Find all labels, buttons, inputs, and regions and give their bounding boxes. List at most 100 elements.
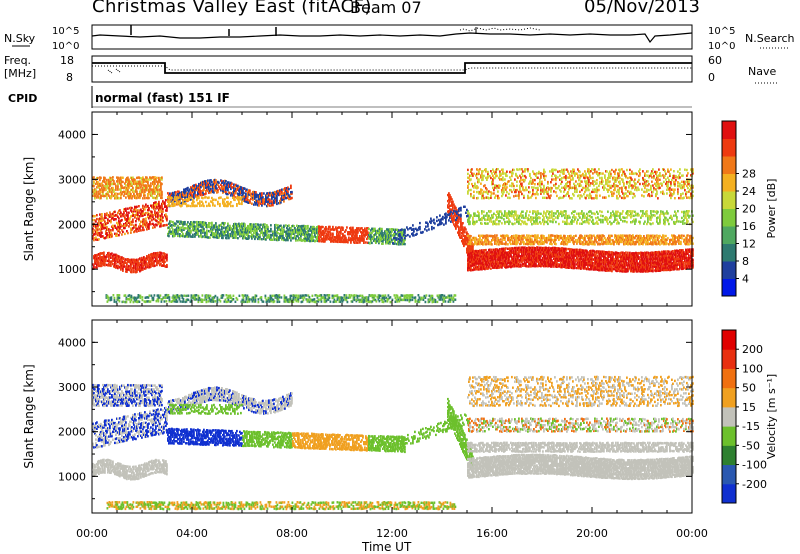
heatmap-cell bbox=[202, 180, 204, 184]
heatmap-cell bbox=[282, 198, 284, 201]
heatmap-cell bbox=[197, 187, 199, 190]
heatmap-cell bbox=[139, 195, 141, 198]
heatmap-cell bbox=[95, 189, 97, 192]
heatmap-cell bbox=[100, 225, 102, 228]
heatmap-cell bbox=[212, 189, 214, 192]
heatmap-cell bbox=[237, 223, 239, 226]
heatmap-cell bbox=[112, 227, 114, 230]
heatmap-cell bbox=[121, 186, 123, 189]
heatmap-cell bbox=[227, 192, 229, 196]
heatmap-cell bbox=[152, 206, 154, 209]
heatmap-cell bbox=[159, 180, 161, 184]
heatmap-cell bbox=[203, 181, 205, 184]
heatmap-cell bbox=[257, 233, 259, 236]
heatmap-cell bbox=[124, 265, 126, 268]
heatmap-cell bbox=[179, 196, 181, 199]
heatmap-cell bbox=[304, 225, 306, 228]
heatmap-cell bbox=[153, 207, 155, 211]
heatmap-cell bbox=[337, 236, 339, 239]
heatmap-cell bbox=[174, 200, 176, 203]
heatmap-cell bbox=[335, 226, 337, 229]
heatmap-cell bbox=[337, 230, 339, 233]
heatmap-cell bbox=[115, 253, 117, 256]
heatmap-cell bbox=[137, 211, 139, 214]
heatmap-cell bbox=[159, 208, 161, 211]
heatmap-cell bbox=[106, 192, 108, 195]
heatmap-cell bbox=[316, 229, 318, 232]
heatmap-cell bbox=[105, 259, 107, 263]
heatmap-cell bbox=[126, 186, 128, 190]
heatmap-cell bbox=[176, 196, 178, 199]
heatmap-cell bbox=[330, 236, 332, 239]
heatmap-cell bbox=[166, 257, 168, 260]
heatmap-cell bbox=[98, 192, 100, 196]
heatmap-cell bbox=[297, 226, 299, 230]
heatmap-cell bbox=[371, 237, 373, 241]
heatmap-cell bbox=[123, 212, 125, 215]
heatmap-cell bbox=[331, 238, 333, 241]
heatmap-cell bbox=[95, 233, 97, 236]
heatmap-cell bbox=[241, 192, 243, 195]
heatmap-cell bbox=[312, 239, 314, 242]
heatmap-cell bbox=[378, 228, 380, 231]
heatmap-cell bbox=[142, 176, 144, 179]
heatmap-cell bbox=[234, 224, 236, 227]
heatmap-cell bbox=[187, 186, 189, 190]
heatmap-cell bbox=[134, 178, 136, 182]
cpid-panel: CPID normal (fast) 151 IF bbox=[8, 86, 692, 108]
heatmap-cell bbox=[184, 235, 186, 238]
heatmap-cell bbox=[198, 221, 200, 224]
heatmap-cell bbox=[325, 238, 327, 241]
heatmap-cell bbox=[117, 215, 119, 219]
heatmap-cell bbox=[285, 232, 287, 236]
heatmap-cell bbox=[164, 254, 166, 257]
heatmap-cell bbox=[466, 236, 468, 240]
heatmap-cell bbox=[117, 176, 119, 179]
heatmap-cell bbox=[226, 234, 228, 237]
heatmap-cell bbox=[104, 186, 106, 189]
heatmap-cell bbox=[133, 210, 135, 213]
heatmap-cell bbox=[335, 236, 337, 239]
heatmap-cell bbox=[450, 214, 452, 217]
heatmap-cell bbox=[125, 267, 127, 271]
heatmap-cell bbox=[161, 202, 163, 206]
heatmap-cell bbox=[117, 260, 119, 264]
heatmap-cell bbox=[290, 228, 292, 232]
heatmap-cell bbox=[305, 237, 307, 240]
heatmap-cell bbox=[143, 228, 145, 232]
heatmap-cell bbox=[461, 234, 463, 238]
heatmap-cell bbox=[255, 233, 257, 236]
heatmap-cell bbox=[218, 181, 220, 184]
heatmap-cell bbox=[170, 196, 172, 199]
heatmap-cell bbox=[340, 238, 342, 241]
heatmap-cell bbox=[203, 193, 205, 196]
heatmap-cell bbox=[245, 198, 247, 201]
heatmap-cell bbox=[225, 180, 227, 183]
heatmap-cell bbox=[400, 231, 402, 234]
heatmap-cell bbox=[180, 229, 182, 232]
heatmap-cell bbox=[155, 197, 157, 200]
heatmap-cell bbox=[326, 227, 328, 231]
heatmap-cell bbox=[99, 176, 101, 179]
heatmap-cell bbox=[171, 192, 173, 195]
heatmap-cell bbox=[467, 237, 469, 240]
heatmap-cell bbox=[243, 187, 245, 190]
heatmap-cell bbox=[98, 256, 100, 260]
heatmap-cell bbox=[455, 215, 457, 218]
heatmap-cell bbox=[107, 233, 109, 237]
heatmap-cell bbox=[205, 180, 207, 183]
heatmap-cell bbox=[237, 192, 239, 195]
heatmap-cell bbox=[151, 210, 153, 214]
heatmap-cell bbox=[199, 235, 201, 238]
heatmap-cell bbox=[241, 200, 243, 203]
heatmap-cell bbox=[162, 258, 164, 261]
heatmap-cell bbox=[105, 222, 107, 226]
heatmap-cell bbox=[131, 270, 133, 274]
heatmap-cell bbox=[287, 196, 289, 199]
heatmap-cell bbox=[248, 201, 250, 204]
heatmap-cell bbox=[145, 225, 147, 228]
heatmap-cell bbox=[184, 192, 186, 195]
heatmap-cell bbox=[281, 197, 283, 200]
heatmap-cell bbox=[313, 227, 315, 231]
heatmap-cell bbox=[120, 260, 122, 263]
